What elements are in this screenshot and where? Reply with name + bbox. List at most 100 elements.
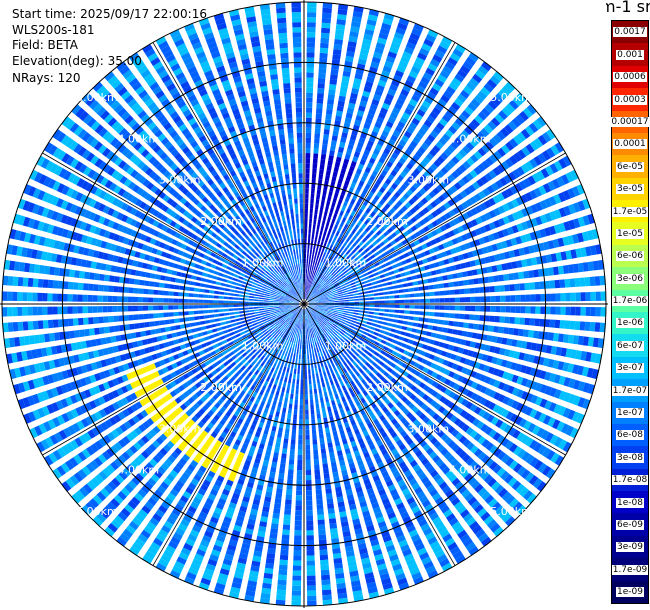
ppi-gate <box>306 97 313 103</box>
ppi-gate <box>329 452 335 458</box>
ppi-gate <box>314 289 319 294</box>
ppi-gate <box>327 385 332 392</box>
ppi-gate <box>319 554 329 561</box>
ppi-gate <box>464 314 470 320</box>
ppi-gate <box>352 317 358 321</box>
ppi-gate <box>494 505 505 516</box>
ppi-gate <box>336 203 341 210</box>
ppi-gate <box>542 465 552 476</box>
ppi-gate <box>346 243 351 249</box>
ppi-gate <box>316 284 321 289</box>
ppi-gate <box>503 174 512 184</box>
ppi-gate <box>298 434 303 440</box>
ppi-gate <box>563 392 572 403</box>
ppi-gate <box>316 224 320 230</box>
ppi-gate <box>350 282 356 286</box>
ppi-gate <box>589 276 596 286</box>
ppi-gate <box>321 407 326 414</box>
ppi-gate <box>384 295 390 299</box>
ppi-gate <box>322 294 328 297</box>
ppi-gate <box>342 277 348 281</box>
ppi-gate <box>508 171 517 181</box>
ppi-gate <box>525 306 531 314</box>
ppi-gate <box>293 555 302 561</box>
ppi-gate <box>516 389 524 398</box>
ppi-gate <box>341 316 347 320</box>
ppi-gate <box>422 279 429 284</box>
ppi-gate <box>317 295 323 298</box>
ppi-gate <box>350 380 356 387</box>
ppi-gate <box>231 322 237 327</box>
ppi-gate <box>424 337 430 344</box>
ppi-gate <box>367 286 373 290</box>
ppi-gate <box>432 277 438 283</box>
ppi-gate <box>409 158 417 166</box>
ppi-gate <box>451 477 461 487</box>
ppi-gate <box>319 316 325 320</box>
ppi-gate <box>306 62 315 68</box>
ppi-gate <box>492 368 500 376</box>
ppi-gate <box>357 247 364 253</box>
ppi-gate <box>563 377 571 387</box>
ppi-gate <box>443 320 449 326</box>
ppi-gate <box>457 225 465 233</box>
ppi-gate <box>322 2 333 9</box>
ppi-gate <box>523 329 529 338</box>
ppi-gate <box>495 419 504 429</box>
ppi-gate <box>491 356 498 365</box>
ppi-gate <box>310 292 314 297</box>
ppi-gate <box>338 279 343 284</box>
ppi-gate <box>316 494 323 500</box>
ppi-gate <box>307 2 317 8</box>
ppi-gate <box>323 210 328 217</box>
ppi-gate <box>409 122 418 130</box>
ppi-gate <box>368 244 374 250</box>
ppi-gate <box>305 424 310 430</box>
ppi-gate <box>355 260 361 265</box>
ppi-gate <box>399 299 405 303</box>
ppi-gate <box>322 386 327 393</box>
ppi-gate <box>317 310 323 313</box>
ppi-gate <box>491 265 498 273</box>
ppi-gate <box>294 363 298 369</box>
ppi-gate <box>387 254 394 260</box>
ppi-gate <box>478 324 484 331</box>
ppi-gate <box>345 207 351 214</box>
ppi-gate <box>313 449 319 455</box>
ppi-gate <box>479 257 486 265</box>
ppi-gate <box>388 186 395 194</box>
ppi-gate <box>390 405 398 413</box>
ppi-gate <box>313 254 317 261</box>
ppi-gate <box>352 367 358 373</box>
ppi-gate <box>504 124 514 134</box>
ppi-gate <box>329 302 335 304</box>
ppi-gate <box>544 280 551 289</box>
ppi-gate <box>266 365 272 371</box>
ppi-gate <box>321 194 326 201</box>
ppi-gate <box>491 117 501 127</box>
ppi-gate <box>489 445 498 455</box>
ppi-gate <box>304 228 308 234</box>
ppi-gate <box>448 391 456 399</box>
ppi-gate <box>440 447 449 456</box>
ppi-gate <box>333 435 339 442</box>
ppi-gate <box>315 290 320 295</box>
ppi-gate <box>571 186 581 197</box>
ppi-gate <box>342 70 351 77</box>
ppi-gate <box>388 156 396 164</box>
ppi-gate <box>321 574 331 581</box>
ppi-gate <box>362 390 369 397</box>
ppi-gate <box>319 549 328 556</box>
ppi-gate <box>507 214 515 223</box>
ppi-gate <box>360 352 367 358</box>
ppi-gate <box>375 365 382 371</box>
ppi-gate <box>337 178 344 184</box>
ppi-gate <box>358 295 364 298</box>
ppi-gate <box>345 264 351 269</box>
ppi-gate <box>435 374 443 381</box>
ppi-gate <box>379 274 386 279</box>
ppi-gate <box>332 54 341 60</box>
ppi-gate <box>516 223 524 232</box>
ppi-gate <box>386 281 393 286</box>
ppi-gate <box>272 384 277 390</box>
